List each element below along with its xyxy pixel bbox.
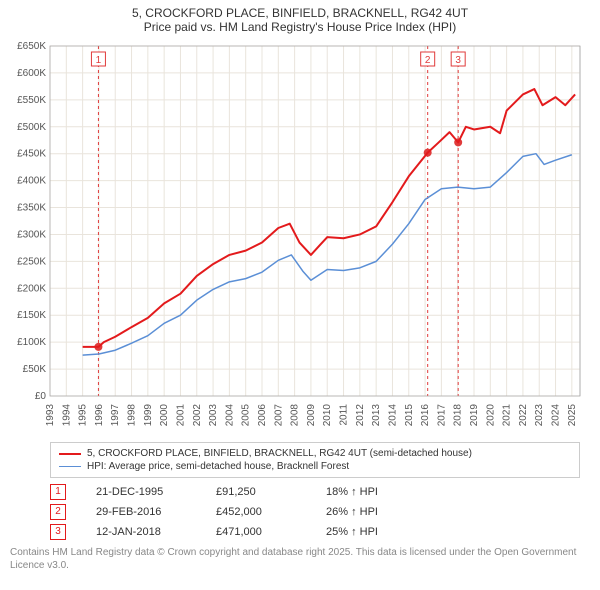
svg-text:2016: 2016 <box>420 404 431 427</box>
svg-text:2005: 2005 <box>241 404 252 427</box>
svg-text:1995: 1995 <box>78 404 89 427</box>
chart-title-line2: Price paid vs. HM Land Registry's House … <box>0 20 600 34</box>
event-date: 21-DEC-1995 <box>96 486 186 498</box>
svg-text:2003: 2003 <box>208 404 219 427</box>
svg-text:2017: 2017 <box>436 404 447 427</box>
svg-text:2007: 2007 <box>273 404 284 427</box>
event-marker: 1 <box>50 484 66 500</box>
event-delta: 18% ↑ HPI <box>326 486 378 498</box>
svg-text:£400K: £400K <box>17 176 46 187</box>
svg-text:2024: 2024 <box>551 404 562 427</box>
legend-label: 5, CROCKFORD PLACE, BINFIELD, BRACKNELL,… <box>87 448 472 459</box>
svg-text:2019: 2019 <box>469 404 480 427</box>
price-chart: £0 £50K £100K £150K £200K £250K £300K £350K £400… <box>0 36 600 436</box>
svg-text:1997: 1997 <box>110 404 121 427</box>
svg-text:2004: 2004 <box>224 404 235 427</box>
svg-text:£0: £0 <box>35 391 47 402</box>
svg-text:£200K: £200K <box>17 283 46 294</box>
svg-text:1996: 1996 <box>94 404 105 427</box>
svg-text:£50K: £50K <box>23 364 47 375</box>
svg-text:2025: 2025 <box>567 404 578 427</box>
svg-text:1993: 1993 <box>45 404 56 427</box>
svg-text:2010: 2010 <box>322 404 333 427</box>
event-date: 12-JAN-2018 <box>96 526 186 538</box>
legend: 5, CROCKFORD PLACE, BINFIELD, BRACKNELL,… <box>50 442 580 478</box>
event-row: 3 12-JAN-2018 £471,000 25% ↑ HPI <box>50 522 580 542</box>
svg-text:2011: 2011 <box>339 404 350 426</box>
svg-text:1998: 1998 <box>127 404 138 427</box>
chart-title-line1: 5, CROCKFORD PLACE, BINFIELD, BRACKNELL,… <box>0 6 600 20</box>
svg-text:2: 2 <box>425 55 431 66</box>
legend-row: 5, CROCKFORD PLACE, BINFIELD, BRACKNELL,… <box>59 447 571 460</box>
sale-events: 1 21-DEC-1995 £91,250 18% ↑ HPI 2 29-FEB-2016… <box>50 482 580 542</box>
svg-text:1994: 1994 <box>61 404 72 427</box>
event-row: 1 21-DEC-1995 £91,250 18% ↑ HPI <box>50 482 580 502</box>
event-marker: 2 <box>50 504 66 520</box>
svg-text:2013: 2013 <box>371 404 382 427</box>
svg-text:£100K: £100K <box>17 337 46 348</box>
svg-text:2014: 2014 <box>387 404 398 427</box>
svg-text:2023: 2023 <box>534 404 545 427</box>
svg-text:1999: 1999 <box>143 404 154 427</box>
event-date: 29-FEB-2016 <box>96 506 186 518</box>
svg-text:£650K: £650K <box>17 41 46 52</box>
svg-text:2000: 2000 <box>159 404 170 427</box>
event-delta: 25% ↑ HPI <box>326 526 378 538</box>
svg-text:£500K: £500K <box>17 122 46 133</box>
legend-swatch <box>59 453 81 455</box>
svg-text:3: 3 <box>455 55 461 66</box>
event-price: £452,000 <box>216 506 296 518</box>
legend-swatch <box>59 466 81 467</box>
svg-text:2022: 2022 <box>518 404 529 427</box>
event-row: 2 29-FEB-2016 £452,000 26% ↑ HPI <box>50 502 580 522</box>
footer-note: Contains HM Land Registry data © Crown c… <box>10 546 580 572</box>
event-price: £91,250 <box>216 486 296 498</box>
svg-text:£350K: £350K <box>17 203 46 214</box>
svg-text:2018: 2018 <box>453 404 464 427</box>
svg-text:£550K: £550K <box>17 95 46 106</box>
svg-text:£600K: £600K <box>17 68 46 79</box>
svg-text:2012: 2012 <box>355 404 366 427</box>
svg-text:£150K: £150K <box>17 310 46 321</box>
svg-text:£450K: £450K <box>17 149 46 160</box>
event-price: £471,000 <box>216 526 296 538</box>
svg-text:2009: 2009 <box>306 404 317 427</box>
event-marker: 3 <box>50 524 66 540</box>
svg-text:2021: 2021 <box>502 404 513 427</box>
event-delta: 26% ↑ HPI <box>326 506 378 518</box>
svg-text:£250K: £250K <box>17 256 46 267</box>
svg-text:2006: 2006 <box>257 404 268 427</box>
legend-row: HPI: Average price, semi-detached house,… <box>59 460 571 473</box>
svg-text:1: 1 <box>96 55 102 66</box>
svg-text:2001: 2001 <box>175 404 186 427</box>
svg-text:£300K: £300K <box>17 229 46 240</box>
svg-text:2015: 2015 <box>404 404 415 427</box>
svg-text:2002: 2002 <box>192 404 203 427</box>
legend-label: HPI: Average price, semi-detached house,… <box>87 461 349 472</box>
svg-text:2020: 2020 <box>485 404 496 427</box>
svg-text:2008: 2008 <box>290 404 301 427</box>
